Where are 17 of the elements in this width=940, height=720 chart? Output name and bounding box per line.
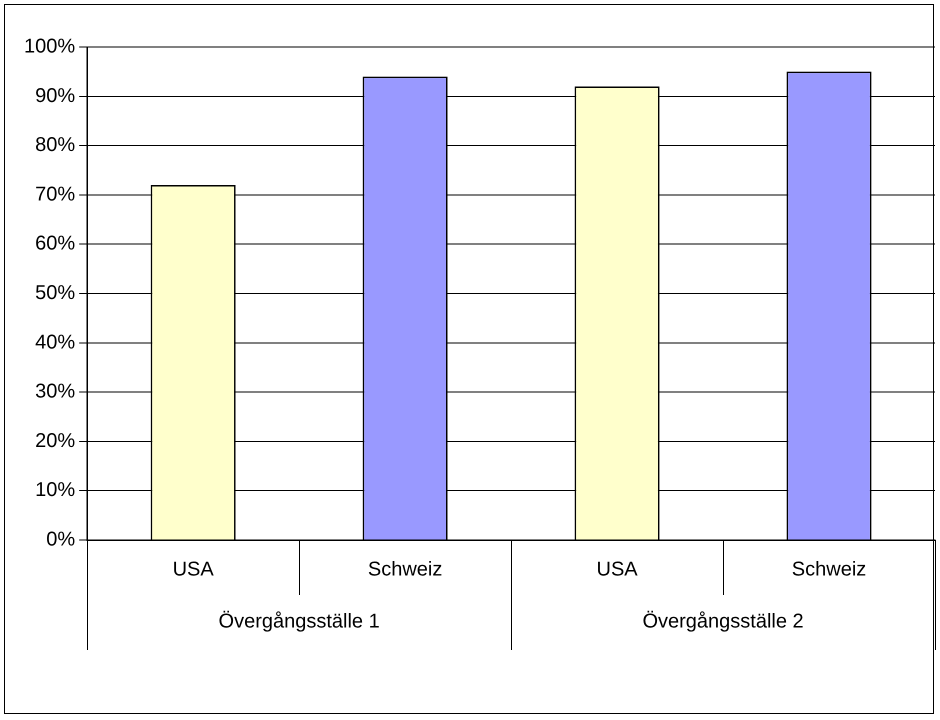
text: Övergångsställe 1 — [218, 610, 380, 633]
y-tick-label: 50% — [35, 282, 76, 304]
y-tick-label: 80% — [35, 134, 76, 156]
y-tick-label: 90% — [35, 84, 76, 107]
y-tick-label: 60% — [35, 232, 76, 255]
text: Övergångsställe 2 — [642, 610, 804, 633]
y-tick-label: 30% — [35, 380, 76, 403]
y-tick-label: 40% — [35, 331, 76, 354]
y-tick-label: 70% — [35, 183, 76, 206]
y-tick-label: 100% — [24, 36, 76, 58]
x-tick-label: Schweiz — [792, 558, 866, 581]
y-tick-label: 0% — [46, 528, 76, 551]
x-tick-label: USA — [596, 558, 638, 581]
y-tick-label: 10% — [35, 479, 76, 502]
x-tick-label: Schweiz — [368, 558, 442, 581]
x-tick-label: USA — [172, 558, 214, 581]
y-tick-label: 20% — [35, 430, 76, 452]
